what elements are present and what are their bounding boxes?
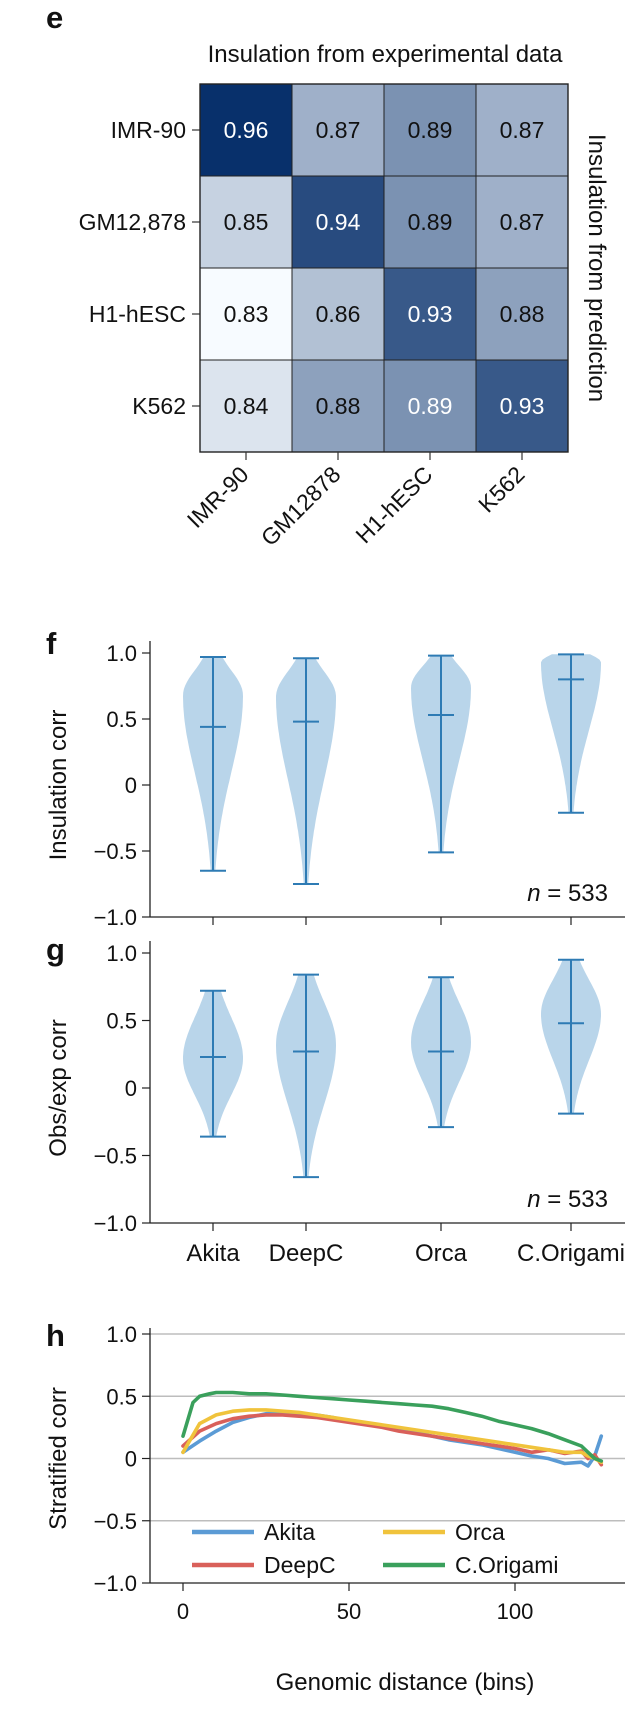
heatmap-row-label: IMR-90 [111, 117, 186, 143]
heatmap-panel-e: Insulation from experimental data 0.96 0.8… [79, 41, 610, 551]
heatmap-cell-value: 0.94 [316, 209, 361, 235]
heatmap-cell-value: 0.85 [224, 209, 269, 235]
heatmap-cell-value: 0.93 [500, 393, 545, 419]
violin-y-tick-label: 1.0 [106, 641, 137, 666]
heatmap-cell [475, 83, 569, 177]
heatmap-cell-value: 0.87 [316, 117, 361, 143]
line-x-tick-label: 0 [177, 1599, 189, 1624]
heatmap-cell-value: 0.89 [408, 393, 453, 419]
line-y-tick-label: 0.5 [106, 1384, 137, 1409]
heatmap-cell-value: 0.87 [500, 117, 545, 143]
heatmap-cell [291, 83, 385, 177]
panel-label-g: g [46, 932, 65, 967]
heatmap-cell [383, 267, 477, 361]
sample-size-n: n [527, 880, 540, 907]
violin-category-label: Akita [186, 1240, 240, 1267]
heatmap-right-label: Insulation from prediction [583, 134, 610, 402]
violin-y-tick-label: 0.5 [106, 1009, 137, 1034]
line-x-axis-label: Genomic distance (bins) [276, 1669, 535, 1696]
heatmap-row-label: K562 [132, 393, 186, 419]
heatmap-cell [291, 359, 385, 453]
line-y-tick-label: −0.5 [94, 1509, 137, 1534]
legend-label: Orca [455, 1519, 505, 1545]
violin-y-tick-label: 0 [125, 773, 137, 798]
heatmap-cell-value: 0.88 [500, 301, 545, 327]
violin-category-label: C.Origami [517, 1240, 625, 1267]
violin-panel-f: 1.0 0.5 0 −0.5 −1.0 Insulation corr n = 533 [45, 641, 625, 930]
heatmap-cell-value: 0.89 [408, 209, 453, 235]
panel-label-e: e [46, 0, 63, 35]
violin-deepc: DeepC [269, 973, 344, 1267]
violin-y-tick-label: −0.5 [94, 839, 137, 864]
heatmap-cell [475, 175, 569, 269]
violin-y-tick-label: 1.0 [106, 941, 137, 966]
sample-size-value: = 533 [541, 880, 608, 907]
sample-size-annotation: n = 533 [527, 1186, 608, 1213]
heatmap-col-label: GM12878 [256, 461, 346, 551]
heatmap-cell [291, 267, 385, 361]
legend-label: DeepC [264, 1552, 336, 1578]
heatmap-cell-value: 0.84 [224, 393, 269, 419]
violin-deepc [276, 657, 336, 925]
heatmap-cell [291, 175, 385, 269]
heatmap-cell [383, 359, 477, 453]
line-x-tick-label: 100 [497, 1599, 534, 1624]
line-panel-h: 1.0 0.5 0 −0.5 −1.0 0 50 100 Stratified corr Geno… [45, 1322, 625, 1696]
violin-c-origami [541, 653, 601, 925]
violin-panel-g: 1.0 0.5 0 −0.5 −1.0 Obs/exp corr Akita DeepC Orc… [45, 941, 625, 1267]
violin-y-tick-label: 0 [125, 1076, 137, 1101]
line-y-tick-label: 0 [125, 1447, 137, 1472]
legend-label: C.Origami [455, 1552, 559, 1578]
violin-y-tick-label: −1.0 [94, 1211, 137, 1236]
heatmap-cell [199, 83, 293, 177]
heatmap-col-label: IMR-90 [182, 461, 254, 533]
violin-orca [411, 654, 471, 925]
sample-size-n: n [527, 1186, 540, 1213]
violin-category-label: DeepC [269, 1240, 344, 1267]
violin-akita: Akita [183, 989, 243, 1267]
violin-y-tick-label: 0.5 [106, 707, 137, 732]
heatmap-cell-value: 0.88 [316, 393, 361, 419]
violin-y-axis-label: Insulation corr [45, 710, 72, 861]
line-series-c-origami [181, 1390, 604, 1463]
line-y-axis-label: Stratified corr [45, 1387, 72, 1530]
line-y-tick-label: −1.0 [94, 1571, 137, 1596]
sample-size-annotation: n = 533 [527, 880, 608, 907]
heatmap-cell-value: 0.86 [316, 301, 361, 327]
heatmap-row-label: GM12,878 [79, 209, 186, 235]
heatmap-title: Insulation from experimental data [208, 41, 564, 68]
line-y-tick-label: 1.0 [106, 1322, 137, 1347]
heatmap-col-label: H1-hESC [350, 461, 437, 548]
heatmap-cell [475, 267, 569, 361]
violin-category-label: Orca [415, 1240, 468, 1267]
heatmap-frame [199, 83, 569, 453]
panel-label-f: f [46, 626, 57, 661]
violin-orca: Orca [411, 976, 471, 1267]
violin-c-origami: C.Origami [517, 958, 625, 1267]
heatmap-cell [199, 267, 293, 361]
violin-akita [183, 655, 243, 925]
heatmap-col-label: K562 [473, 461, 529, 517]
heatmap-cell-value: 0.93 [408, 301, 453, 327]
line-series-orca [181, 1408, 604, 1464]
sample-size-value: = 533 [541, 1186, 608, 1213]
heatmap-row-label: H1-hESC [89, 301, 186, 327]
legend-label: Akita [264, 1519, 315, 1545]
violin-y-tick-label: −0.5 [94, 1144, 137, 1169]
heatmap-cell [475, 359, 569, 453]
panel-label-h: h [46, 1318, 65, 1353]
heatmap-cell-value: 0.83 [224, 301, 269, 327]
violin-y-tick-label: −1.0 [94, 905, 137, 930]
heatmap-cell-value: 0.87 [500, 209, 545, 235]
line-x-tick-label: 50 [337, 1599, 361, 1624]
heatmap-cell-value: 0.96 [224, 117, 269, 143]
heatmap-cell-value: 0.89 [408, 117, 453, 143]
violin-y-axis-label: Obs/exp corr [45, 1019, 72, 1156]
heatmap-cell [199, 359, 293, 453]
